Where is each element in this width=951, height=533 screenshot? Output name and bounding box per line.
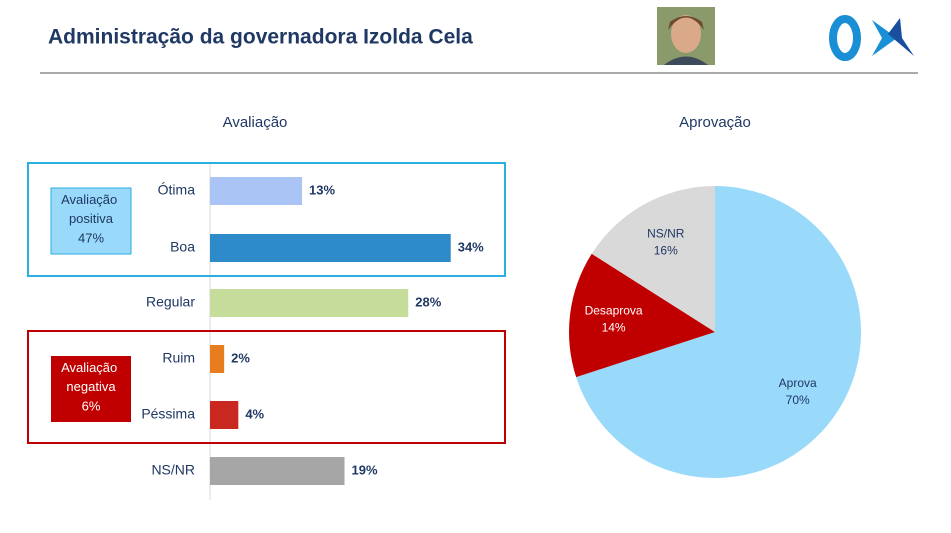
- slice-value: 70%: [786, 393, 810, 407]
- value-label: 13%: [309, 182, 335, 197]
- logo: [829, 15, 914, 61]
- group-share: 6%: [82, 398, 101, 413]
- bar: [210, 345, 225, 373]
- bar: [210, 457, 345, 485]
- value-label: 19%: [352, 462, 378, 477]
- pie-slice: [591, 186, 715, 332]
- bar: [210, 289, 409, 317]
- bar: [210, 234, 451, 262]
- category-label: Péssima: [141, 406, 195, 422]
- slice-label: Desaprova: [585, 303, 643, 317]
- bar: [210, 177, 303, 205]
- group-share: 47%: [78, 230, 104, 245]
- value-label: 34%: [458, 239, 484, 254]
- slice-label: NS/NR: [647, 227, 685, 241]
- value-label: 4%: [245, 406, 264, 421]
- bar: [210, 401, 239, 429]
- group-name: Avaliação positiva: [61, 192, 121, 226]
- group-badge: [51, 356, 131, 422]
- value-label: 28%: [415, 294, 441, 309]
- category-label: Ótima: [158, 182, 196, 198]
- group-frame: [27, 330, 506, 444]
- group-badge: [50, 187, 132, 255]
- category-label: Ruim: [162, 350, 195, 366]
- slice-value: 14%: [602, 320, 626, 334]
- chart-title: Aprovação: [679, 114, 751, 131]
- pie-slice: [569, 253, 715, 378]
- pie-slice: [576, 186, 861, 478]
- slice-value: 16%: [654, 244, 678, 258]
- group-frame: [27, 162, 506, 277]
- category-label: NS/NR: [151, 462, 195, 478]
- value-label: 2%: [231, 350, 250, 365]
- group-name: Avaliação negativa: [61, 360, 121, 394]
- chart-title: Avaliação: [223, 114, 288, 131]
- slide-title: Administração da governadora Izolda Cela: [48, 26, 473, 49]
- slice-label: Aprova: [779, 376, 817, 390]
- portrait: [657, 7, 715, 65]
- category-label: Regular: [146, 294, 195, 310]
- category-label: Boa: [170, 239, 195, 255]
